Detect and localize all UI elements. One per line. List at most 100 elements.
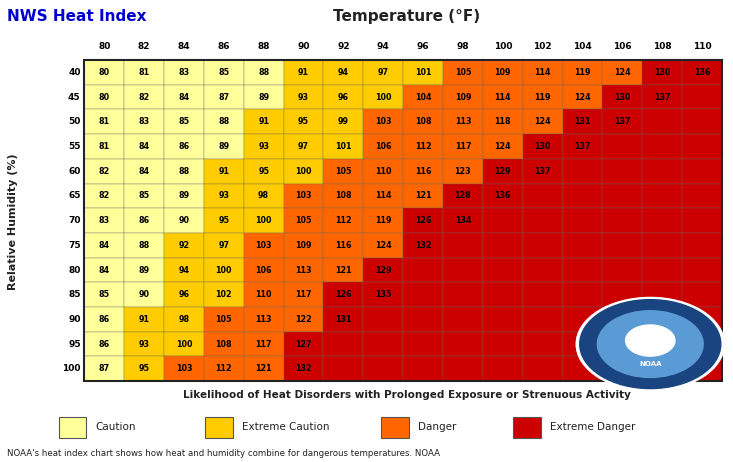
- Bar: [284, 233, 323, 258]
- Text: 126: 126: [415, 216, 432, 225]
- Bar: [483, 357, 523, 381]
- Text: 132: 132: [295, 365, 312, 373]
- Text: 106: 106: [255, 266, 272, 274]
- Bar: [124, 60, 164, 85]
- Bar: [523, 357, 563, 381]
- Bar: [523, 109, 563, 134]
- Text: 128: 128: [454, 191, 471, 201]
- Bar: [642, 109, 682, 134]
- Text: 90: 90: [68, 315, 81, 324]
- Text: 84: 84: [99, 241, 110, 250]
- Bar: [403, 357, 443, 381]
- Bar: [164, 357, 204, 381]
- Text: 112: 112: [415, 142, 432, 151]
- Text: NOAA: NOAA: [639, 361, 661, 367]
- Text: 114: 114: [495, 92, 511, 102]
- Bar: [323, 282, 364, 307]
- Bar: [603, 208, 642, 233]
- Bar: [642, 208, 682, 233]
- Text: 81: 81: [99, 142, 110, 151]
- Bar: [124, 233, 164, 258]
- Bar: [603, 332, 642, 357]
- Bar: [364, 332, 403, 357]
- Text: 92: 92: [337, 42, 350, 51]
- Text: 104: 104: [573, 42, 592, 51]
- Bar: [443, 109, 483, 134]
- Text: 101: 101: [415, 68, 431, 77]
- Bar: [483, 332, 523, 357]
- Bar: [284, 357, 323, 381]
- Bar: [642, 233, 682, 258]
- Bar: [523, 183, 563, 208]
- Bar: [323, 183, 364, 208]
- Bar: [443, 258, 483, 282]
- Bar: [642, 134, 682, 159]
- Text: 124: 124: [375, 241, 391, 250]
- Text: 119: 119: [534, 92, 551, 102]
- Bar: [164, 233, 204, 258]
- Text: 100: 100: [216, 266, 232, 274]
- Text: Caution: Caution: [95, 422, 136, 432]
- Text: 117: 117: [295, 290, 312, 299]
- Text: 91: 91: [298, 68, 309, 77]
- Text: 86: 86: [99, 340, 110, 349]
- Bar: [523, 307, 563, 332]
- Bar: [124, 159, 164, 183]
- Bar: [563, 258, 603, 282]
- Text: 123: 123: [454, 167, 471, 176]
- Text: 92: 92: [178, 241, 190, 250]
- Bar: [682, 109, 722, 134]
- Circle shape: [597, 311, 703, 377]
- Text: 108: 108: [415, 117, 432, 126]
- Bar: [204, 159, 243, 183]
- Bar: [682, 307, 722, 332]
- Bar: [164, 208, 204, 233]
- Text: 134: 134: [454, 216, 471, 225]
- Bar: [603, 60, 642, 85]
- Text: 129: 129: [495, 167, 511, 176]
- Bar: [563, 109, 603, 134]
- Bar: [164, 307, 204, 332]
- Text: Extreme Danger: Extreme Danger: [550, 422, 635, 432]
- Bar: [164, 159, 204, 183]
- Bar: [443, 60, 483, 85]
- Text: 95: 95: [68, 340, 81, 349]
- Text: 137: 137: [614, 117, 630, 126]
- Text: 82: 82: [99, 167, 110, 176]
- Bar: [243, 183, 284, 208]
- Bar: [483, 85, 523, 109]
- Text: 136: 136: [694, 68, 710, 77]
- Bar: [243, 233, 284, 258]
- Bar: [642, 258, 682, 282]
- Bar: [603, 109, 642, 134]
- Text: 84: 84: [99, 266, 110, 274]
- Bar: [204, 60, 243, 85]
- Text: 89: 89: [218, 142, 229, 151]
- Text: 91: 91: [139, 315, 150, 324]
- Bar: [483, 183, 523, 208]
- Text: 104: 104: [415, 92, 431, 102]
- Bar: [563, 134, 603, 159]
- Text: 40: 40: [68, 68, 81, 77]
- Bar: [483, 134, 523, 159]
- Bar: [364, 208, 403, 233]
- Text: 114: 114: [534, 68, 551, 77]
- Text: 109: 109: [495, 68, 511, 77]
- Text: 106: 106: [613, 42, 632, 51]
- Bar: [323, 159, 364, 183]
- Bar: [483, 60, 523, 85]
- Text: 118: 118: [495, 117, 511, 126]
- Text: 116: 116: [335, 241, 352, 250]
- Bar: [124, 109, 164, 134]
- Text: 89: 89: [258, 92, 269, 102]
- Bar: [483, 109, 523, 134]
- Bar: [205, 417, 233, 438]
- Text: 103: 103: [375, 117, 391, 126]
- Bar: [443, 208, 483, 233]
- Bar: [682, 282, 722, 307]
- Bar: [243, 357, 284, 381]
- Text: 105: 105: [216, 315, 232, 324]
- Text: 100: 100: [176, 340, 192, 349]
- Text: 87: 87: [99, 365, 110, 373]
- Bar: [284, 159, 323, 183]
